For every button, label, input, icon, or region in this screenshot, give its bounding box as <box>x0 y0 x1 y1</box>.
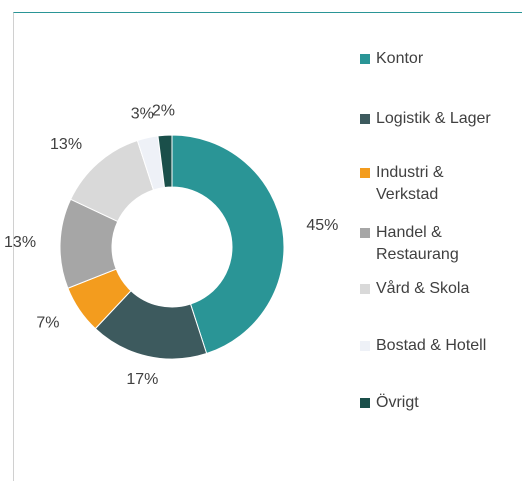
legend-label: Kontor <box>376 50 424 67</box>
data-label: 13% <box>50 136 82 153</box>
legend-label: Handel & Restaurang <box>376 224 459 263</box>
data-label: 13% <box>4 234 36 251</box>
legend-swatch <box>360 54 370 64</box>
data-label: 3% <box>131 105 154 122</box>
legend-item: Industri & Verkstad <box>360 162 444 206</box>
legend-label: Bostad & Hotell <box>376 337 487 354</box>
donut-slice <box>157 134 173 189</box>
data-label: 7% <box>36 315 59 332</box>
legend-swatch <box>360 114 370 124</box>
legend-swatch <box>360 341 370 351</box>
legend-swatch <box>360 168 370 178</box>
legend-swatch <box>360 398 370 408</box>
chart-frame <box>13 12 522 481</box>
legend-item: Logistik & Lager <box>360 108 491 130</box>
legend-label: Logistik & Lager <box>376 110 491 127</box>
legend-item: Kontor <box>360 48 423 70</box>
legend-item: Bostad & Hotell <box>360 335 486 357</box>
donut-slice <box>171 134 285 355</box>
data-label: 45% <box>306 217 338 234</box>
legend-swatch <box>360 228 370 238</box>
legend-swatch <box>360 284 370 294</box>
legend-item: Övrigt <box>360 392 419 414</box>
legend-label: Vård & Skola <box>376 280 470 297</box>
data-label: 2% <box>152 102 175 119</box>
data-label: 17% <box>126 371 158 388</box>
legend-item: Handel & Restaurang <box>360 222 459 266</box>
legend-label: Övrigt <box>376 394 419 411</box>
legend-label: Industri & Verkstad <box>376 164 444 203</box>
legend-item: Vård & Skola <box>360 278 469 300</box>
